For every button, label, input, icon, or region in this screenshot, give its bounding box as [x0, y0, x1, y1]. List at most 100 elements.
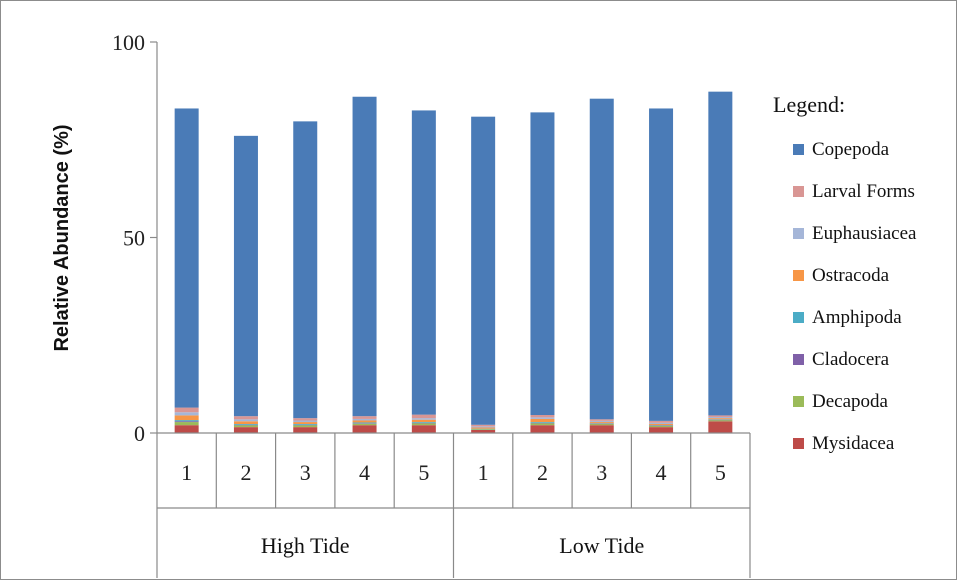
legend-entry-decapoda: Decapoda [812, 391, 889, 412]
bar-segment-larval-forms [411, 414, 436, 419]
y-tick-label: 0 [134, 421, 145, 446]
bars-layer [174, 91, 733, 433]
bar-segment-ostracoda [708, 418, 733, 420]
legend-entry-cladocera: Cladocera [812, 349, 890, 370]
bar-segment-larval-forms [649, 420, 674, 423]
bar-segment-decapoda [708, 420, 733, 422]
bar-segment-euphausiacea [530, 417, 555, 419]
bar-segment-amphipoda [352, 422, 377, 424]
bar-segment-decapoda [471, 429, 496, 430]
bar-segment-ostracoda [293, 422, 318, 424]
legend-entry-copepoda: Copepoda [812, 139, 890, 160]
bar-segment-cladocera [708, 419, 733, 421]
bar-segment-larval-forms [589, 419, 614, 421]
bar-segment-copepoda [352, 96, 377, 417]
bar-segment-larval-forms [174, 407, 199, 413]
bar-segment-copepoda [174, 108, 199, 408]
legend: Legend: Copepoda Larval Forms Euphausiacea… [773, 92, 917, 454]
bar-segment-copepoda [293, 121, 318, 419]
bar-segment-euphausiacea [233, 419, 258, 422]
bar-segment-mysidacea [471, 429, 496, 433]
bar-segment-amphipoda [471, 428, 496, 430]
bar-segment-mysidacea [293, 427, 318, 433]
x-tick-label: 5 [715, 460, 726, 485]
bar-segment-ostracoda [530, 418, 555, 423]
x-tick-label: 2 [537, 460, 548, 485]
bar-segment-euphausiacea [708, 416, 733, 419]
bar-segment-copepoda [530, 112, 555, 416]
legend-swatch-cladocera [793, 354, 804, 365]
bar-segment-euphausiacea [471, 426, 496, 428]
y-tick-label: 100 [112, 30, 145, 55]
bar-segment-cladocera [589, 423, 614, 425]
x-group-label: High Tide [261, 533, 350, 558]
bar-segment-euphausiacea [352, 418, 377, 421]
bar-segment-amphipoda [174, 420, 199, 422]
bar-segment-larval-forms [471, 424, 496, 427]
bar-segment-cladocera [530, 422, 555, 424]
bar-segment-euphausiacea [649, 422, 674, 424]
bar-segment-euphausiacea [589, 420, 614, 423]
bar-segment-ostracoda [352, 420, 377, 423]
legend-entry-mysidacea: Mysidacea [812, 433, 895, 454]
x-tick-label: 4 [656, 460, 667, 485]
legend-swatch-amphipoda [793, 312, 804, 323]
bar-segment-cladocera [411, 422, 436, 424]
x-tick-label: 3 [300, 460, 311, 485]
legend-swatch-copepoda [793, 144, 804, 155]
x-tick-label: 3 [596, 460, 607, 485]
bar-segment-amphipoda [411, 422, 436, 423]
bar-segment-larval-forms [708, 415, 733, 417]
bar-segment-cladocera [293, 424, 318, 426]
bar-segment-ostracoda [233, 421, 258, 425]
bar-segment-mysidacea [589, 425, 614, 433]
bar-segment-amphipoda [530, 422, 555, 423]
legend-title: Legend: [773, 92, 845, 117]
bar-segment-euphausiacea [174, 412, 199, 416]
legend-entry-larval-forms: Larval Forms [812, 181, 915, 202]
bar-segment-copepoda [471, 116, 496, 425]
bar-segment-amphipoda [293, 424, 318, 425]
bar-segment-ostracoda [649, 424, 674, 426]
bar-segment-copepoda [411, 110, 436, 415]
bar-segment-larval-forms [530, 415, 555, 418]
y-tick-label: 50 [123, 226, 145, 251]
legend-swatch-mysidacea [793, 438, 804, 449]
bar-segment-ostracoda [589, 422, 614, 424]
x-group-label: Low Tide [559, 533, 644, 558]
bar-segment-copepoda [233, 135, 258, 417]
bar-segment-amphipoda [233, 424, 258, 425]
bar-segment-decapoda [233, 425, 258, 428]
bar-segment-mysidacea [649, 427, 674, 433]
x-tick-label: 1 [478, 460, 489, 485]
legend-swatch-ostracoda [793, 270, 804, 281]
bar-segment-euphausiacea [293, 420, 318, 423]
bar-segment-larval-forms [233, 416, 258, 420]
bar-segment-decapoda [411, 423, 436, 426]
bar-segment-cladocera [233, 424, 258, 426]
bar-segment-cladocera [352, 423, 377, 424]
bar-segment-decapoda [174, 422, 199, 426]
bar-segment-decapoda [352, 423, 377, 426]
bar-segment-mysidacea [174, 425, 199, 433]
y-axis-label: Relative Abundance (%) [51, 124, 73, 351]
bar-segment-decapoda [293, 425, 318, 428]
legend-swatch-euphausiacea [793, 228, 804, 239]
bar-segment-copepoda [649, 108, 674, 421]
bar-segment-amphipoda [649, 425, 674, 426]
bar-segment-mysidacea [352, 425, 377, 433]
x-tick-label: 5 [418, 460, 429, 485]
bar-segment-decapoda [530, 423, 555, 426]
bar-segment-euphausiacea [411, 418, 436, 420]
legend-entry-amphipoda: Amphipoda [812, 307, 902, 328]
legend-swatch-decapoda [793, 396, 804, 407]
bar-segment-amphipoda [589, 423, 614, 424]
bar-segment-ostracoda [471, 427, 496, 429]
bar-segment-decapoda [589, 424, 614, 426]
bar-segment-larval-forms [352, 416, 377, 419]
bar-segment-mysidacea [411, 425, 436, 433]
bar-segment-cladocera [174, 421, 199, 423]
bar-segment-copepoda [589, 98, 614, 420]
bar-segment-mysidacea [233, 427, 258, 433]
